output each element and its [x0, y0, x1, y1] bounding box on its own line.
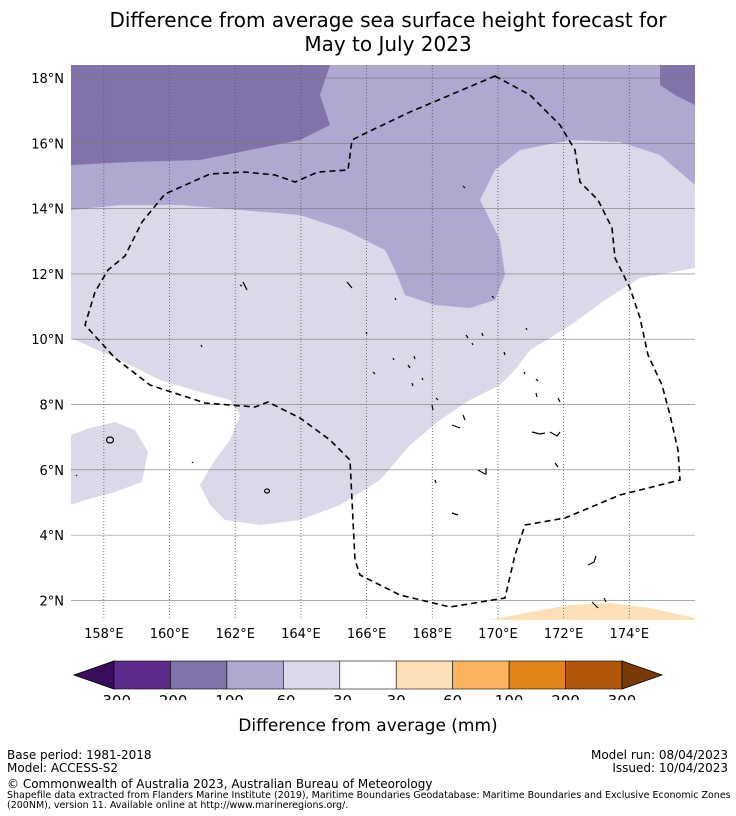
colorbar	[72, 660, 664, 690]
colorbar-label: Difference from average (mm)	[238, 716, 498, 736]
colorbar-tick-label: 300	[608, 692, 637, 700]
island	[591, 597, 607, 609]
longitude-tick-label: 172°E	[544, 627, 584, 642]
shapefile-credit-line-2: (200NM), version 11. Available online at…	[7, 800, 349, 811]
latitude-tick-label: 16°N	[31, 137, 64, 152]
sea-height-anomaly-region-minus100	[71, 65, 330, 165]
map-figure: 158°E 160°E 162°E 164°E 166°E 168°E 170°E 172°E…	[31, 65, 695, 700]
islands	[75, 185, 607, 609]
longitude-tick-label: 162°E	[215, 627, 255, 642]
colorbar-tick-label: -30	[328, 692, 353, 700]
colorbar-swatch	[508, 660, 566, 690]
island	[365, 331, 416, 375]
colorbar-swatch	[113, 660, 171, 690]
model-name: Model: ACCESS-S2	[7, 761, 119, 775]
base-period: Base period: 1981-2018	[7, 748, 152, 762]
shapefile-credit-line-1: Shapefile data extracted from Flanders M…	[7, 790, 731, 801]
colorbar-tick-label: -300	[97, 692, 131, 700]
colorbar-swatch	[283, 660, 341, 690]
colorbar-swatch	[339, 660, 397, 690]
colorbar-swatch	[170, 660, 228, 690]
latitude-tick-labels: 2°N 4°N 6°N 8°N 10°N 12°N 14°N 16°N 18°N	[31, 72, 64, 609]
island	[587, 555, 597, 566]
sea-height-anomaly-region-plus30	[490, 603, 695, 620]
island	[346, 281, 397, 301]
colorbar-tick-label: 200	[551, 692, 580, 700]
map-gridlines	[71, 65, 695, 620]
title-line-1: Difference from average sea surface heig…	[109, 8, 667, 32]
colorbar-tick-labels: -300 -200 -100 -60 -30 30 60 100 200 300	[97, 692, 636, 700]
island	[531, 431, 561, 437]
colorbar-extend-low	[72, 660, 115, 690]
map-title: Difference from average sea surface heig…	[0, 8, 736, 56]
longitude-tick-label: 170°E	[478, 627, 518, 642]
title-line-2: May to July 2023	[304, 32, 472, 56]
latitude-tick-label: 14°N	[31, 203, 64, 218]
colorbar-tick-label: 30	[387, 692, 406, 700]
longitude-tick-label: 174°E	[610, 627, 650, 642]
map-fill	[71, 65, 695, 620]
copyright: © Commonwealth of Australia 2023, Austra…	[7, 777, 433, 791]
longitude-tick-label: 158°E	[84, 627, 124, 642]
model-run: Model run: 08/04/2023	[590, 748, 728, 762]
sea-height-anomaly-region-minus30	[71, 422, 148, 505]
colorbar-tick-label: 100	[495, 692, 524, 700]
issued-date: Issued: 10/04/2023	[612, 761, 728, 775]
colorbar-tick-label: -200	[153, 692, 187, 700]
shapefile-credit: Shapefile data extracted from Flanders M…	[7, 791, 732, 811]
island	[465, 327, 528, 356]
island	[434, 371, 561, 484]
colorbar-tick-label: -60	[271, 692, 296, 700]
island	[477, 468, 487, 475]
footer-right: Model run: 08/04/2023 Issued: 10/04/2023	[591, 749, 728, 775]
colorbar-extend-high	[621, 660, 664, 690]
island	[407, 364, 439, 411]
colorbar-tick-label: -100	[210, 692, 244, 700]
footer-left: Base period: 1981-2018 Model: ACCESS-S2	[7, 749, 152, 775]
island	[462, 185, 495, 299]
island	[451, 512, 459, 516]
latitude-tick-label: 12°N	[31, 268, 64, 283]
latitude-tick-label: 10°N	[31, 333, 64, 348]
island	[263, 488, 271, 494]
longitude-tick-label: 166°E	[347, 627, 387, 642]
island	[239, 281, 248, 291]
longitude-tick-label: 168°E	[412, 627, 452, 642]
colorbar-tick-label: 60	[443, 692, 462, 700]
colorbar-swatch	[565, 660, 623, 690]
island	[105, 436, 115, 444]
colorbar-swatch	[395, 660, 453, 690]
longitude-tick-labels: 158°E 160°E 162°E 164°E 166°E 168°E 170°E 172°E…	[84, 627, 649, 642]
colorbar-swatch	[226, 660, 284, 690]
longitude-tick-label: 164°E	[281, 627, 321, 642]
colorbar-swatch	[452, 660, 510, 690]
latitude-tick-label: 8°N	[40, 399, 65, 414]
latitude-tick-label: 2°N	[40, 594, 65, 609]
longitude-tick-label: 160°E	[150, 627, 190, 642]
latitude-tick-label: 4°N	[40, 529, 65, 544]
latitude-tick-label: 6°N	[40, 464, 65, 479]
sea-height-anomaly-region-minus100	[660, 65, 695, 105]
island	[75, 344, 203, 477]
island	[451, 414, 466, 429]
latitude-tick-label: 18°N	[31, 72, 64, 87]
